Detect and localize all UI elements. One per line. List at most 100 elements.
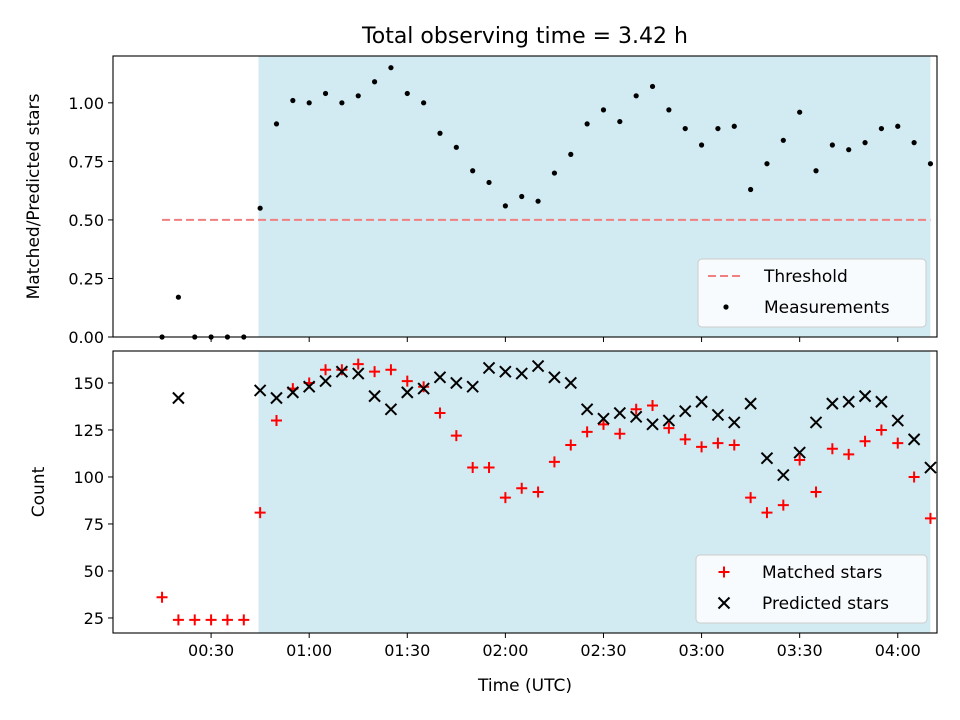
matched-star-point [434,407,446,419]
predicted-star-point [352,367,365,380]
measurement-point [862,140,868,146]
predicted-star-point [499,365,512,378]
predicted-star-point [384,403,398,416]
y-tick-label: 0.25 [68,269,104,288]
matched-star-point [630,403,642,415]
matched-star-point [597,418,609,430]
matched-star-point [761,507,773,519]
y-tick-label: 75 [84,515,104,534]
matched-star-point [467,462,479,474]
matched-star-point [908,471,920,483]
matched-star-point [352,358,364,370]
matched-star-point [794,454,806,466]
measurement-point [584,121,590,127]
x-tick-label: 04:00 [875,641,921,660]
x-tick-label: 02:30 [580,641,626,660]
y-tick-label: 0.50 [68,211,104,230]
predicted-star-point [793,446,806,459]
measurement-point [731,123,737,129]
predicted-star-point [564,376,577,390]
matched-star-point [336,364,348,376]
legend-entry-label: Matched stars [762,563,882,583]
x-tick-label: 02:00 [482,641,528,660]
x-tick-label: 01:30 [384,641,430,660]
measurement-point [715,125,721,132]
measurement-point [813,168,819,174]
matched-star-point [385,364,397,376]
measurement-point [551,170,558,176]
measurement-point [878,125,885,132]
measurement-point [600,107,607,113]
matched-star-point [320,364,332,376]
matched-star-point [483,462,495,474]
predicted-star-point [646,418,659,431]
legend-box [695,554,928,624]
predicted-star-point [548,371,561,384]
measurement-point [535,198,541,204]
predicted-star-point [270,391,283,405]
legend-entry-label: Threshold [763,267,848,287]
matched-star-point [172,614,184,626]
chart-title: Total observing time = 3.42 h [361,24,688,49]
predicted-star-point [466,380,479,393]
y-tick-label: 50 [84,562,104,581]
measurement-point [911,140,917,146]
y-tick-label: 25 [84,609,104,628]
measurement-point [797,109,803,115]
predicted-star-point [450,376,463,390]
measurement-point [846,147,852,153]
matched-star-point [859,435,871,447]
measurement-point [470,168,476,174]
matched-star-point [647,400,659,412]
predicted-star-point [433,371,447,384]
y-tick-label: 0.75 [68,152,104,171]
measurement-point [339,100,345,106]
legend-entry-label: Measurements [764,298,890,318]
measurement-point [257,205,263,211]
x-tick-label: 03:30 [777,641,823,660]
matched-star-point [892,437,904,449]
predicted-star-point [744,397,757,410]
measurement-point [633,93,639,99]
matched-star-point [532,486,544,498]
measurement-point [388,65,394,71]
predicted-star-point [875,395,888,408]
measurement-point [617,118,623,125]
matched-star-point [875,424,887,436]
predicted-star-point [695,395,708,408]
predicted-star-point [711,408,725,422]
matched-star-point [205,614,217,626]
matched-star-point [156,591,168,603]
measurement-point [322,90,329,97]
x-tick-label: 01:00 [286,641,332,660]
measurement-point [780,137,786,143]
predicted-star-point [515,367,528,380]
matched-star-point [548,456,560,468]
x-tick-label: 00:30 [188,641,234,660]
matched-star-point [450,430,462,442]
predicted-star-point [629,410,643,424]
matched-star-point [810,486,822,498]
y-tick-label: 1.00 [68,94,104,113]
predicted-star-point [368,389,381,403]
measurement-point [273,121,280,127]
matched-star-point [516,482,528,494]
measurement-point [748,186,754,193]
predicted-star-point [613,406,627,420]
measurement-point [421,100,427,106]
predicted-star-point [662,414,676,427]
measurement-point [371,79,378,85]
matched-star-point [614,428,626,440]
matched-star-point [696,441,708,453]
measurement-point [355,93,361,99]
measurement-point [437,130,443,136]
legend-predicted-swatch [717,596,731,610]
measurement-point [175,294,181,300]
measurement-point [404,90,410,97]
legend-box [697,258,927,328]
y-tick-label: 100 [73,468,104,487]
matched-star-point [728,439,740,451]
top-panel: 0.00 0.25 0.50 0.75 1.00 Matched/Predicted st… [24,55,938,347]
measurement-point [666,107,672,113]
predicted-star-point [580,403,594,416]
